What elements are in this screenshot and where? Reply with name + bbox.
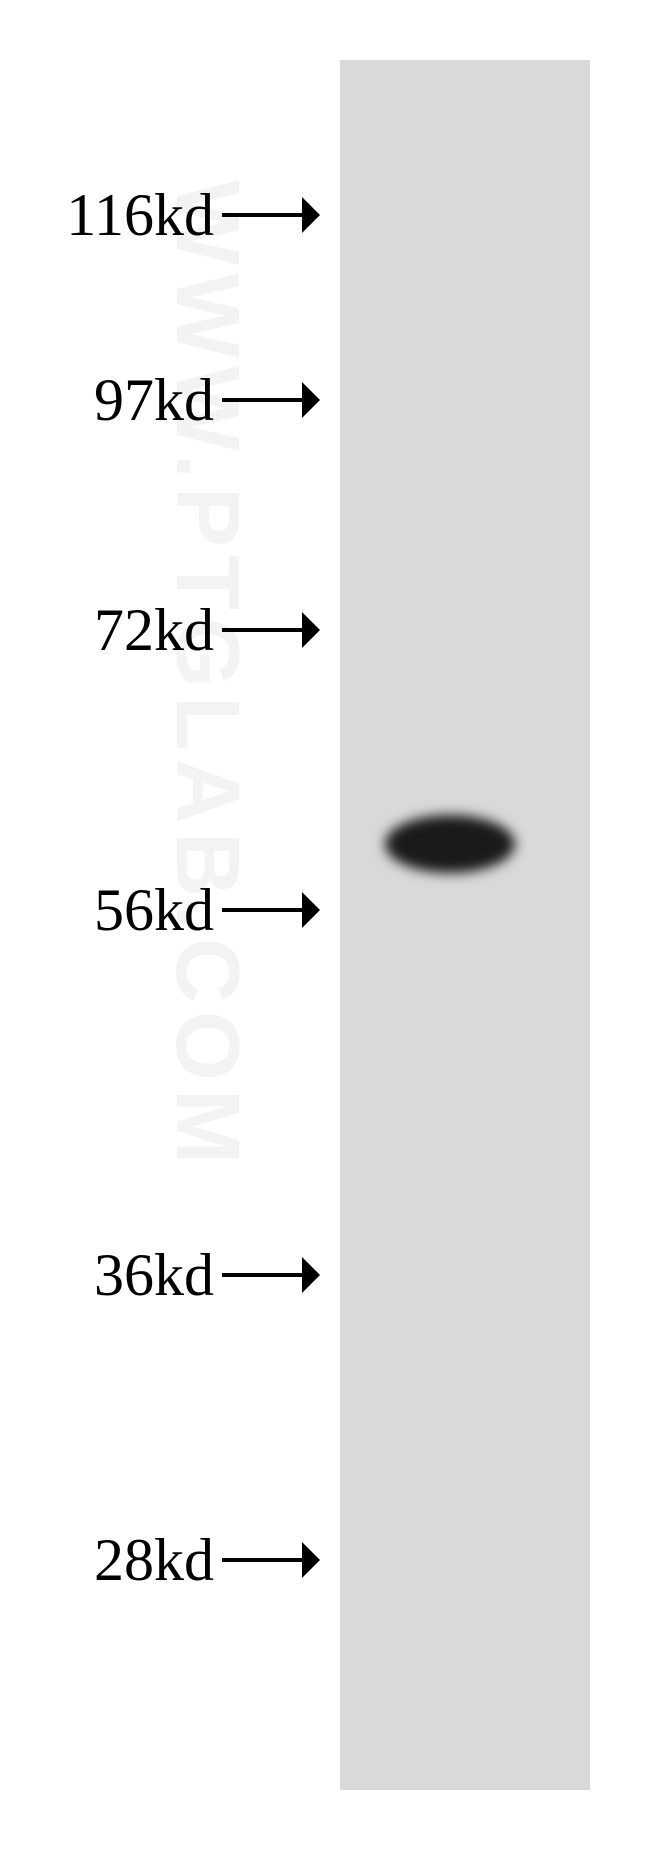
mw-marker-label: 56kd — [94, 876, 214, 945]
mw-marker: 28kd — [0, 1530, 320, 1590]
arrow-right-icon — [222, 382, 320, 418]
mw-marker-label: 36kd — [94, 1241, 214, 1310]
mw-marker-label: 97kd — [94, 366, 214, 435]
mw-marker: 72kd — [0, 600, 320, 660]
mw-marker: 36kd — [0, 1245, 320, 1305]
mw-marker: 56kd — [0, 880, 320, 940]
mw-marker-label: 28kd — [94, 1526, 214, 1595]
arrow-right-icon — [222, 1257, 320, 1293]
mw-marker-label: 116kd — [66, 181, 214, 250]
mw-marker-label: 72kd — [94, 596, 214, 665]
protein-band — [385, 815, 515, 873]
western-blot-figure: WWW.PTGLAB.COM 116kd97kd72kd56kd36kd28kd — [0, 0, 650, 1855]
arrow-right-icon — [222, 892, 320, 928]
mw-marker: 97kd — [0, 370, 320, 430]
arrow-right-icon — [222, 612, 320, 648]
arrow-right-icon — [222, 197, 320, 233]
arrow-right-icon — [222, 1542, 320, 1578]
mw-marker: 116kd — [0, 185, 320, 245]
blot-lane — [340, 60, 590, 1790]
